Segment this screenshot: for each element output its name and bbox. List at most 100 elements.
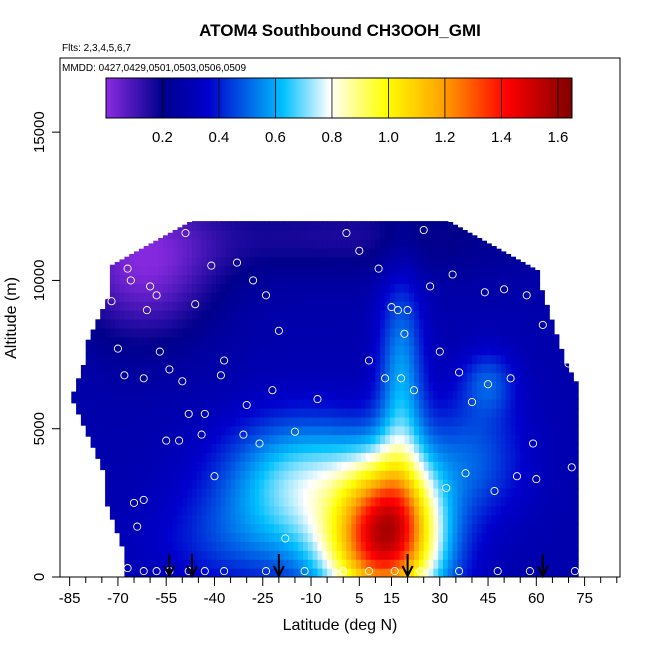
field-cell xyxy=(423,425,430,436)
field-cell xyxy=(288,247,294,258)
field-cell xyxy=(389,381,396,391)
field-cell xyxy=(134,443,140,453)
field-cell xyxy=(245,336,251,347)
field-cell xyxy=(447,408,454,418)
field-cell xyxy=(322,461,328,471)
field-cell xyxy=(399,399,405,409)
field-cell xyxy=(389,541,396,551)
field-cell xyxy=(220,354,227,365)
field-cell xyxy=(447,372,454,382)
field-cell xyxy=(211,479,217,489)
field-cell xyxy=(394,496,401,507)
field-cell xyxy=(138,532,145,542)
field-cell xyxy=(293,416,299,427)
field-cell xyxy=(196,568,203,577)
field-cell xyxy=(249,399,256,409)
field-cell xyxy=(182,327,188,338)
field-cell xyxy=(303,283,309,293)
field-cell xyxy=(496,488,502,498)
field-cell xyxy=(365,256,372,267)
field-cell xyxy=(182,265,188,276)
field-cell xyxy=(428,416,434,427)
field-cell xyxy=(375,230,381,240)
field-cell xyxy=(341,496,347,507)
field-cell xyxy=(481,505,487,516)
field-cell xyxy=(274,274,280,284)
field-cell xyxy=(476,363,483,373)
field-cell xyxy=(109,283,116,293)
field-cell xyxy=(298,434,304,445)
field-cell xyxy=(481,354,487,365)
field-cell xyxy=(264,425,270,436)
field-cell xyxy=(409,230,415,240)
field-cell xyxy=(235,283,241,293)
field-cell xyxy=(303,274,309,284)
field-cell xyxy=(520,274,526,284)
field-cell xyxy=(481,452,487,462)
field-cell xyxy=(346,310,352,320)
field-cell xyxy=(317,452,323,462)
field-cell xyxy=(481,568,487,577)
field-cell xyxy=(515,523,521,534)
field-cell xyxy=(525,488,531,498)
field-cell xyxy=(360,434,367,445)
field-cell xyxy=(496,354,502,365)
field-cell xyxy=(370,514,376,525)
field-cell xyxy=(216,283,222,293)
field-cell xyxy=(269,470,275,480)
sample-point xyxy=(220,356,229,365)
field-cell xyxy=(153,381,159,391)
field-cell xyxy=(327,283,333,293)
field-cell xyxy=(438,461,444,471)
field-cell xyxy=(240,336,246,347)
field-cell xyxy=(158,470,164,480)
field-cell xyxy=(148,372,154,382)
field-cell xyxy=(529,488,536,498)
field-cell xyxy=(510,514,516,525)
field-cell xyxy=(249,541,256,551)
field-cell xyxy=(486,425,492,436)
field-cell xyxy=(341,345,347,356)
field-cell xyxy=(201,372,207,382)
field-cell xyxy=(105,399,111,409)
field-cell xyxy=(529,479,536,489)
field-cell xyxy=(216,274,222,284)
field-cell xyxy=(332,230,338,240)
field-cell xyxy=(510,301,516,311)
field-cell xyxy=(317,550,323,560)
field-cell xyxy=(491,408,497,418)
field-cell xyxy=(414,505,420,516)
field-cell xyxy=(114,319,121,329)
field-cell xyxy=(554,434,560,445)
field-cell xyxy=(230,345,236,356)
field-cell xyxy=(365,416,372,427)
field-cell xyxy=(216,399,222,409)
field-cell xyxy=(249,488,256,498)
field-cell xyxy=(322,416,328,427)
field-cell xyxy=(433,319,439,329)
field-cell xyxy=(443,568,449,577)
field-cell xyxy=(124,363,130,373)
field-cell xyxy=(269,568,275,577)
field-cell xyxy=(481,461,487,471)
field-cell xyxy=(394,247,401,258)
field-cell xyxy=(491,425,497,436)
field-cell xyxy=(394,434,401,445)
field-cell xyxy=(481,363,487,373)
field-cell xyxy=(418,363,425,373)
field-cell xyxy=(336,390,343,400)
field-cell xyxy=(563,514,570,525)
field-cell xyxy=(264,541,270,551)
field-cell xyxy=(452,532,458,542)
field-cell xyxy=(452,283,458,293)
field-cell xyxy=(298,221,304,231)
field-cell xyxy=(433,443,439,453)
field-cell xyxy=(129,523,135,534)
field-cell xyxy=(225,461,232,471)
field-cell xyxy=(95,372,101,382)
field-cell xyxy=(172,363,178,373)
field-cell xyxy=(211,230,217,240)
field-cell xyxy=(433,532,439,542)
field-cell xyxy=(138,319,145,329)
field-cell xyxy=(153,319,159,329)
